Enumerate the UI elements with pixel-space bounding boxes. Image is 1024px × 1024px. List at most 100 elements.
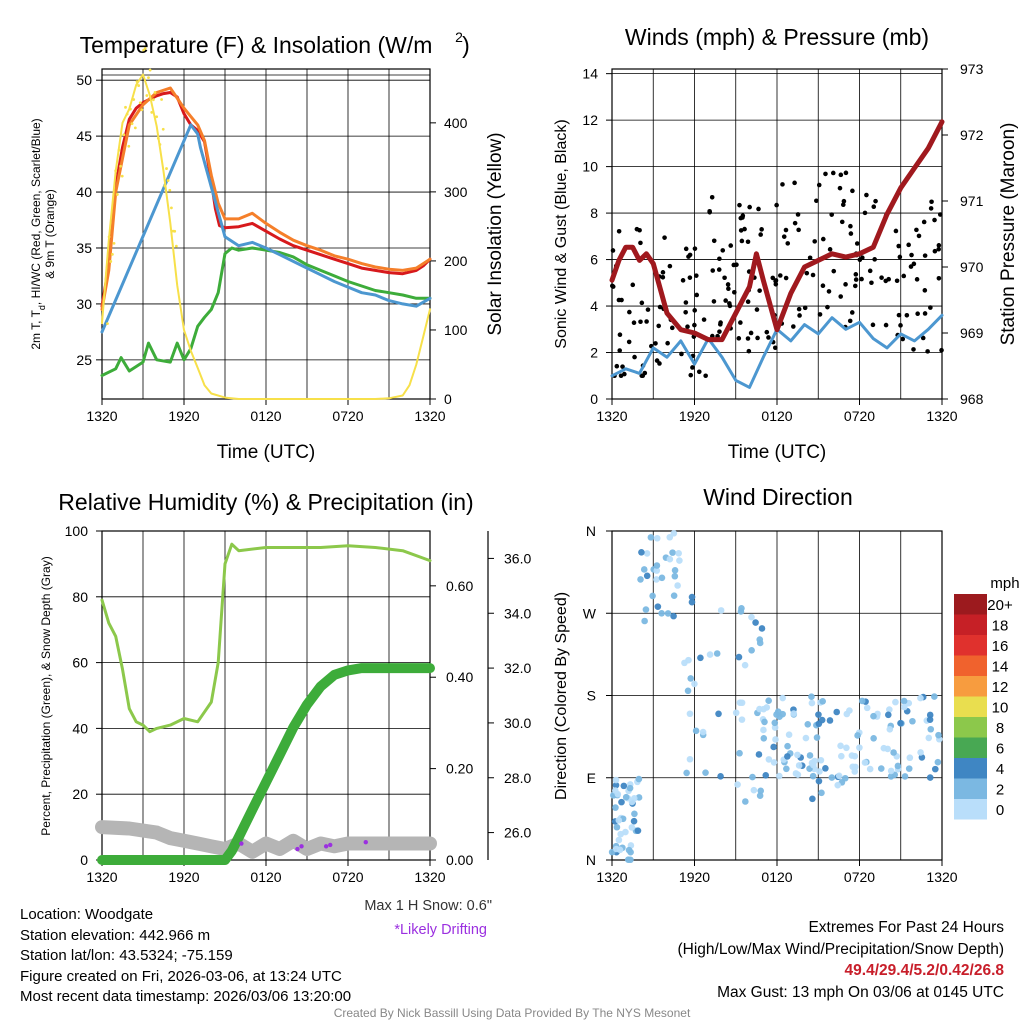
dir-point bbox=[816, 768, 823, 775]
wind-gust-point bbox=[922, 311, 928, 316]
wind-gust-point bbox=[802, 305, 808, 311]
wind-gust-point bbox=[685, 324, 690, 330]
dir-point bbox=[848, 752, 856, 759]
dir-point bbox=[756, 639, 764, 647]
wind-gust-point bbox=[796, 227, 801, 233]
dir-point bbox=[683, 769, 690, 777]
dir-ytick-label: E bbox=[587, 770, 596, 786]
wind-gust-point bbox=[626, 339, 632, 345]
temp-series-hi-wc bbox=[100, 123, 432, 334]
rh-xtick-label: 0720 bbox=[332, 869, 363, 885]
dir-point bbox=[926, 711, 934, 719]
wind-gust-point bbox=[662, 235, 667, 240]
temp-solar-noise bbox=[148, 68, 152, 72]
wind-gust-point bbox=[840, 202, 846, 208]
wind-gust-point bbox=[871, 204, 877, 210]
temp-chart-title: Temperature (F) & Insolation (W/m bbox=[80, 32, 433, 58]
wind-gust-point bbox=[795, 212, 801, 217]
wind-gust-point bbox=[722, 275, 727, 281]
dir-point bbox=[784, 742, 791, 750]
dir-point bbox=[884, 711, 892, 719]
wind-gust-point bbox=[817, 312, 823, 317]
wind-ytick-label: 12 bbox=[582, 112, 598, 128]
dir-point bbox=[918, 754, 926, 761]
wind-gust-point bbox=[632, 354, 637, 360]
temp-solar-noise bbox=[109, 260, 113, 263]
dir-point bbox=[809, 772, 817, 780]
dir-point bbox=[811, 757, 818, 765]
wind-gust-point bbox=[679, 351, 684, 357]
wind-gust-point bbox=[616, 228, 622, 234]
wind-yaxis-right-label: Station Pressure (Maroon) bbox=[998, 123, 1019, 346]
temp-ytick-right-label: 300 bbox=[444, 184, 468, 200]
dir-point bbox=[613, 823, 621, 831]
wind-gust-point bbox=[914, 227, 919, 233]
wind-chart-title: Winds (mph) & Pressure (mb) bbox=[625, 24, 929, 50]
extremes-legend: (High/Low/Max Wind/Precipitation/Snow De… bbox=[677, 940, 1005, 958]
rh-xtick-label: 1320 bbox=[86, 869, 117, 885]
dir-point bbox=[843, 744, 850, 752]
wind-gust-point bbox=[725, 282, 731, 287]
wind-gust-point bbox=[777, 273, 783, 278]
wind-gust-point bbox=[914, 277, 920, 282]
dir-ytick-label: W bbox=[583, 605, 597, 621]
wind-gust-point bbox=[710, 268, 716, 273]
dir-point bbox=[870, 712, 877, 720]
wind-gust-point bbox=[774, 202, 779, 208]
wind-gust-point bbox=[717, 256, 722, 262]
dir-point bbox=[790, 710, 798, 717]
speed-legend-label: 4 bbox=[996, 761, 1004, 778]
wind-gust-point bbox=[862, 210, 868, 216]
rh-ytick-precip-label: 0.60 bbox=[446, 578, 473, 594]
wind-gust-point bbox=[770, 275, 776, 281]
rh-xtick-label: 0120 bbox=[250, 869, 281, 885]
wind-gust-point bbox=[748, 330, 754, 336]
wind-gust-point bbox=[922, 288, 928, 293]
dir-point bbox=[686, 755, 694, 763]
dir-point bbox=[637, 576, 644, 583]
wind-gust-point bbox=[727, 301, 732, 306]
wind-gust-point bbox=[669, 325, 675, 331]
wind-gust-point bbox=[904, 312, 910, 318]
dir-point bbox=[758, 625, 766, 632]
credit-footer: Created By Nick Bassill Using Data Provi… bbox=[333, 1006, 691, 1020]
latlon-text: Station lat/lon: 43.5324; -75.159 bbox=[20, 947, 233, 964]
dir-point bbox=[681, 659, 688, 667]
rh-xtick-label: 1320 bbox=[414, 869, 445, 885]
wind-gust-point bbox=[642, 370, 648, 376]
wind-gust-point bbox=[826, 289, 832, 294]
speed-legend-label: 20+ bbox=[987, 597, 1013, 614]
temp-chart-title-close: ) bbox=[462, 32, 470, 58]
dir-point bbox=[628, 798, 636, 806]
temp-yaxis-label-part: 2m T, T bbox=[29, 309, 43, 349]
wind-gust-point bbox=[829, 212, 835, 217]
dir-point bbox=[771, 724, 779, 731]
wind-gust-point bbox=[916, 233, 922, 239]
wind-gust-point bbox=[683, 246, 689, 252]
wind-gust-point bbox=[893, 228, 899, 234]
temp-xtick-label: 1320 bbox=[86, 408, 117, 424]
speed-legend-swatch bbox=[954, 778, 987, 799]
wind-gust-point bbox=[683, 310, 688, 315]
dir-point bbox=[762, 771, 770, 779]
temp-solar-noise bbox=[130, 122, 134, 126]
wind-gust-point bbox=[630, 282, 636, 288]
wind-ytick-right-label: 969 bbox=[960, 325, 984, 341]
dir-point bbox=[611, 787, 619, 794]
wind-gust-point bbox=[853, 277, 859, 282]
rh-ytick-label: 20 bbox=[72, 786, 88, 802]
temp-ytick-right-label: 400 bbox=[444, 115, 468, 131]
dir-point bbox=[861, 759, 869, 766]
wind-gust-point bbox=[785, 241, 791, 246]
temp-solar-noise bbox=[124, 105, 127, 109]
dir-point bbox=[794, 771, 802, 778]
wind-ytick-right-label: 972 bbox=[960, 127, 984, 143]
wind-gust-point bbox=[921, 219, 927, 225]
wind-gust-point bbox=[883, 278, 889, 284]
max-gust-text: Max Gust: 13 mph On 03/06 at 0145 UTC bbox=[717, 983, 1004, 1001]
rh-ytick-label: 40 bbox=[72, 720, 88, 736]
wind-gust-point bbox=[909, 252, 914, 258]
dir-point bbox=[901, 773, 909, 780]
dir-point bbox=[806, 752, 814, 759]
dir-point bbox=[736, 699, 744, 706]
